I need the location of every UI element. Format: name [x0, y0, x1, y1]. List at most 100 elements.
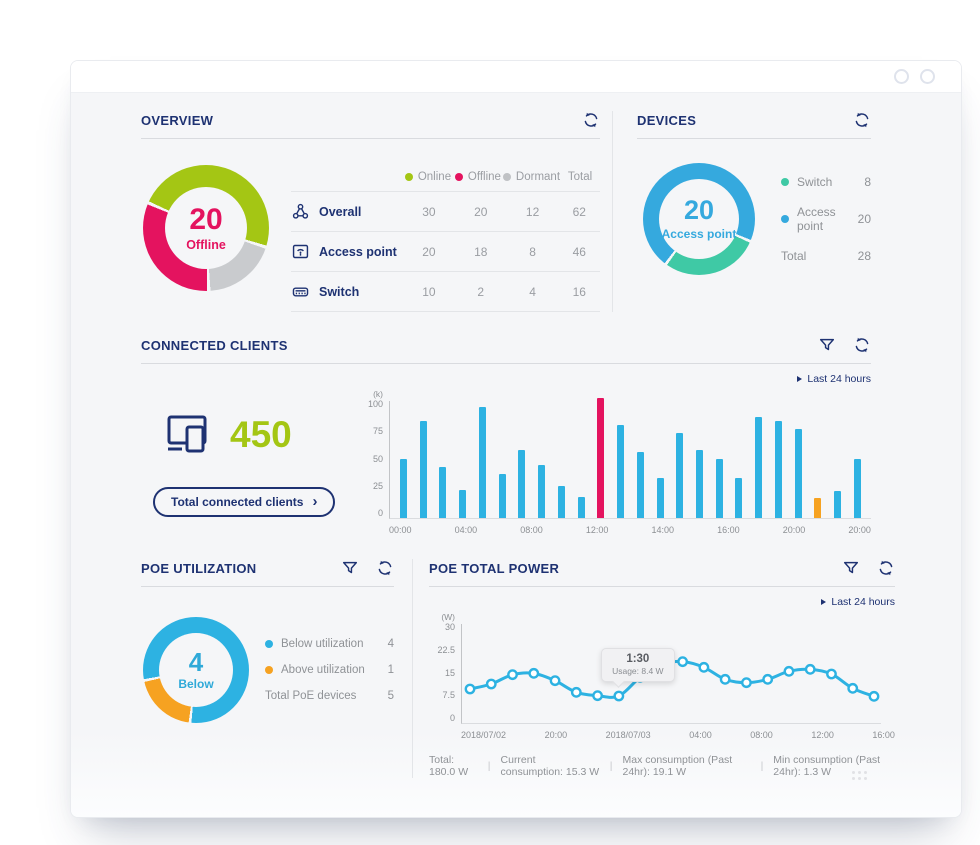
bar[interactable]	[577, 497, 585, 518]
data-point[interactable]	[826, 668, 837, 680]
data-point[interactable]	[783, 665, 795, 677]
table-cell: 62	[572, 204, 586, 219]
axis-label: 20:00	[782, 525, 806, 535]
data-point[interactable]	[485, 678, 497, 690]
bar[interactable]	[715, 459, 723, 518]
bar[interactable]	[636, 452, 644, 518]
bar[interactable]	[834, 491, 842, 518]
overview-title: OVERVIEW	[141, 112, 214, 128]
column-header: Dormant	[502, 171, 560, 183]
bar[interactable]	[676, 433, 684, 518]
axis-label: 08:00	[750, 730, 773, 740]
chart-tooltip: 1:30 Usage: 8.4 W	[600, 648, 675, 682]
legend-dot	[265, 640, 273, 648]
table-cell: 8	[529, 244, 536, 259]
bar[interactable]	[696, 450, 704, 518]
bar[interactable]	[518, 450, 526, 518]
data-point[interactable]	[528, 667, 540, 679]
poe-utilization-legend: Below utilization 4 Above utilization 1 Tot…	[265, 638, 394, 702]
axis-label: 12:00	[585, 525, 609, 535]
axis-tick: 25	[372, 480, 383, 491]
access-point-icon	[292, 244, 309, 259]
column-header: Offline	[453, 171, 503, 183]
refresh-icon[interactable]	[877, 559, 895, 577]
window-control-circle-1[interactable]	[894, 69, 909, 84]
table-cell: 20	[474, 204, 488, 219]
status-dot	[454, 173, 463, 181]
power-stats-row: Total: 180.0 W | Current consumption: 15.3…	[429, 754, 895, 778]
time-range-selector[interactable]: Last 24 hours	[141, 373, 871, 385]
bar[interactable]	[419, 421, 427, 518]
devices-title: DEVICES	[637, 112, 697, 128]
data-point[interactable]	[804, 663, 816, 675]
overview-table: Online Offline Dormant Total Overall 30 20 12 6…	[291, 167, 600, 312]
bar[interactable]	[439, 467, 447, 518]
bar[interactable]	[538, 465, 546, 518]
more-handle[interactable]	[852, 771, 867, 780]
filter-icon[interactable]	[818, 336, 836, 354]
refresh-icon[interactable]	[582, 111, 600, 129]
axis-tick: 30	[444, 622, 455, 632]
bar[interactable]	[774, 421, 782, 518]
overall-icon	[292, 203, 309, 219]
axis-tick: 75	[372, 426, 383, 437]
bar[interactable]	[656, 478, 664, 518]
data-point[interactable]	[868, 690, 880, 702]
data-point[interactable]	[677, 656, 689, 668]
data-point[interactable]	[464, 683, 476, 695]
bar[interactable]	[498, 474, 506, 518]
bar[interactable]	[459, 490, 467, 518]
overview-donut-value: 20	[189, 202, 223, 236]
refresh-icon[interactable]	[853, 111, 871, 129]
axis-tick: 7.5	[442, 690, 455, 701]
data-point[interactable]	[549, 675, 561, 687]
data-point[interactable]	[741, 677, 752, 689]
poe-total-value: 5	[387, 690, 394, 702]
time-range-selector[interactable]: Last 24 hours	[429, 596, 895, 608]
y-axis-ticks: 100 75 50 25 0	[357, 400, 383, 519]
column-header: Online	[403, 171, 453, 183]
play-arrow-icon	[821, 599, 827, 605]
table-cell: 12	[525, 204, 540, 219]
time-range-label: Last 24 hours	[807, 373, 871, 385]
bar[interactable]	[478, 407, 486, 518]
poe-total-power-chart: (W) 30 22.5 15 7.5 0 1:30 Usage: 8.4 W 2018/…	[429, 610, 895, 740]
data-point[interactable]	[570, 686, 582, 698]
bar[interactable]	[735, 478, 743, 518]
data-point[interactable]	[613, 690, 625, 702]
window-control-circle-2[interactable]	[920, 69, 935, 84]
devices-total-label: Total	[781, 249, 807, 263]
table-cell: 10	[422, 284, 436, 299]
filter-icon[interactable]	[341, 559, 359, 577]
power-stat: Max consumption (Past 24hr): 19.1 W	[622, 754, 733, 778]
axis-tick: 22.5	[437, 644, 455, 655]
data-point[interactable]	[762, 673, 774, 685]
total-connected-clients-button[interactable]: Total connected clients ›	[153, 487, 336, 517]
refresh-icon[interactable]	[853, 336, 871, 354]
refresh-icon[interactable]	[376, 559, 394, 577]
data-point[interactable]	[719, 673, 731, 685]
bar[interactable]	[557, 486, 565, 518]
data-point[interactable]	[698, 661, 710, 673]
axis-label: 08:00	[520, 525, 543, 535]
bar[interactable]	[400, 459, 407, 518]
bar[interactable]	[755, 417, 763, 518]
connected-clients-panel: CONNECTED CLIENTS	[141, 336, 871, 535]
bar[interactable]	[794, 429, 802, 518]
bar[interactable]	[597, 398, 605, 518]
overview-panel: OVERVIEW	[141, 111, 613, 312]
devices-total-value: 28	[857, 249, 871, 263]
devices-panel: DEVICES	[613, 111, 871, 312]
bar[interactable]	[617, 425, 625, 518]
table-row: Access point 20 18 8 46	[291, 231, 600, 271]
x-axis-labels: 2018/07/02 20:00 2018/07/03 04:00 08:00 12:00…	[461, 730, 895, 740]
overview-donut-label: Offline	[186, 237, 226, 252]
data-point[interactable]	[847, 682, 859, 694]
bar[interactable]	[853, 459, 861, 518]
line-plot-area: 1:30 Usage: 8.4 W	[461, 624, 881, 724]
legend-label: Access point	[797, 205, 836, 233]
data-point[interactable]	[592, 690, 603, 702]
filter-icon[interactable]	[842, 559, 860, 577]
data-point[interactable]	[507, 669, 518, 681]
bar[interactable]	[814, 498, 822, 518]
